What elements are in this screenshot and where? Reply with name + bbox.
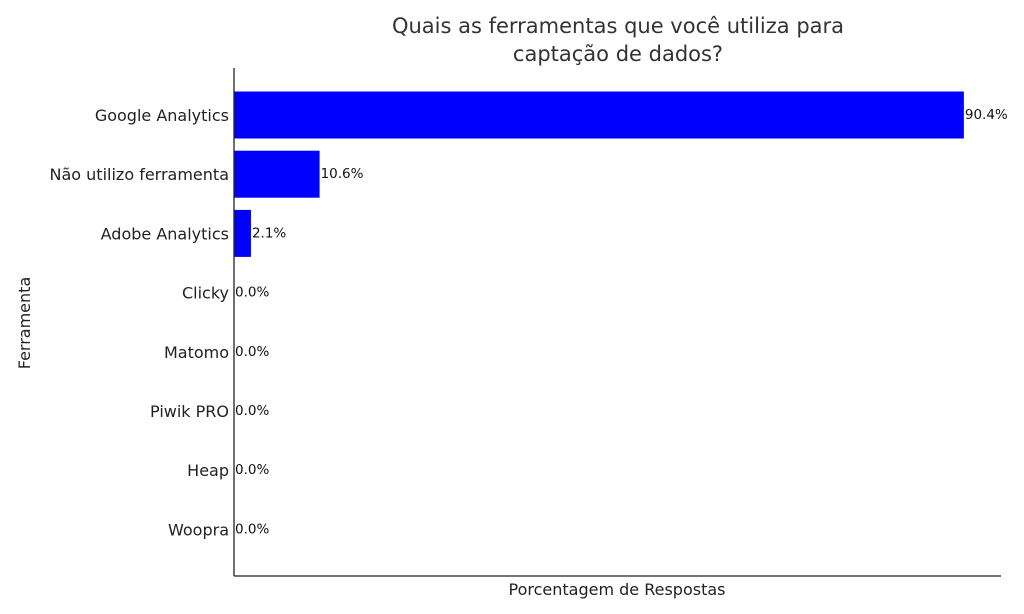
data-label: 0.0% — [235, 344, 269, 360]
data-label: 90.4% — [965, 107, 1008, 123]
data-label: 0.0% — [235, 285, 269, 301]
y-tick-label: Piwik PRO — [150, 402, 229, 421]
data-label: 0.0% — [235, 462, 269, 478]
bar-2 — [234, 209, 251, 257]
y-tick-label: Adobe Analytics — [101, 224, 229, 243]
data-label: 10.6% — [321, 166, 364, 182]
data-label: 0.0% — [235, 403, 269, 419]
chart-title-line-2: captação de dados? — [513, 42, 723, 66]
data-labels: 90.4% 10.6% 2.1% 0.0% 0.0% 0.0% 0.0% 0.0% — [235, 107, 1008, 537]
y-tick-label: Google Analytics — [95, 106, 229, 125]
chart-title-line-1: Quais as ferramentas que você utiliza pa… — [392, 14, 844, 38]
bar-1 — [234, 150, 320, 198]
y-tick-label: Matomo — [164, 343, 229, 362]
data-label: 0.0% — [235, 521, 269, 537]
y-tick-label: Woopra — [168, 520, 229, 539]
y-tick-labels: Google Analytics Não utilizo ferramenta Ad… — [50, 106, 229, 539]
y-tick-label: Heap — [187, 461, 229, 480]
bars-group — [234, 91, 964, 257]
data-label: 2.1% — [252, 225, 286, 241]
chart-title: Quais as ferramentas que você utiliza pa… — [392, 14, 844, 66]
y-tick-label: Clicky — [182, 284, 229, 303]
x-axis-label: Porcentagem de Respostas — [509, 580, 726, 599]
bar-0 — [234, 91, 964, 139]
y-axis-label: Ferramenta — [15, 277, 34, 370]
y-tick-label: Não utilizo ferramenta — [50, 165, 229, 184]
